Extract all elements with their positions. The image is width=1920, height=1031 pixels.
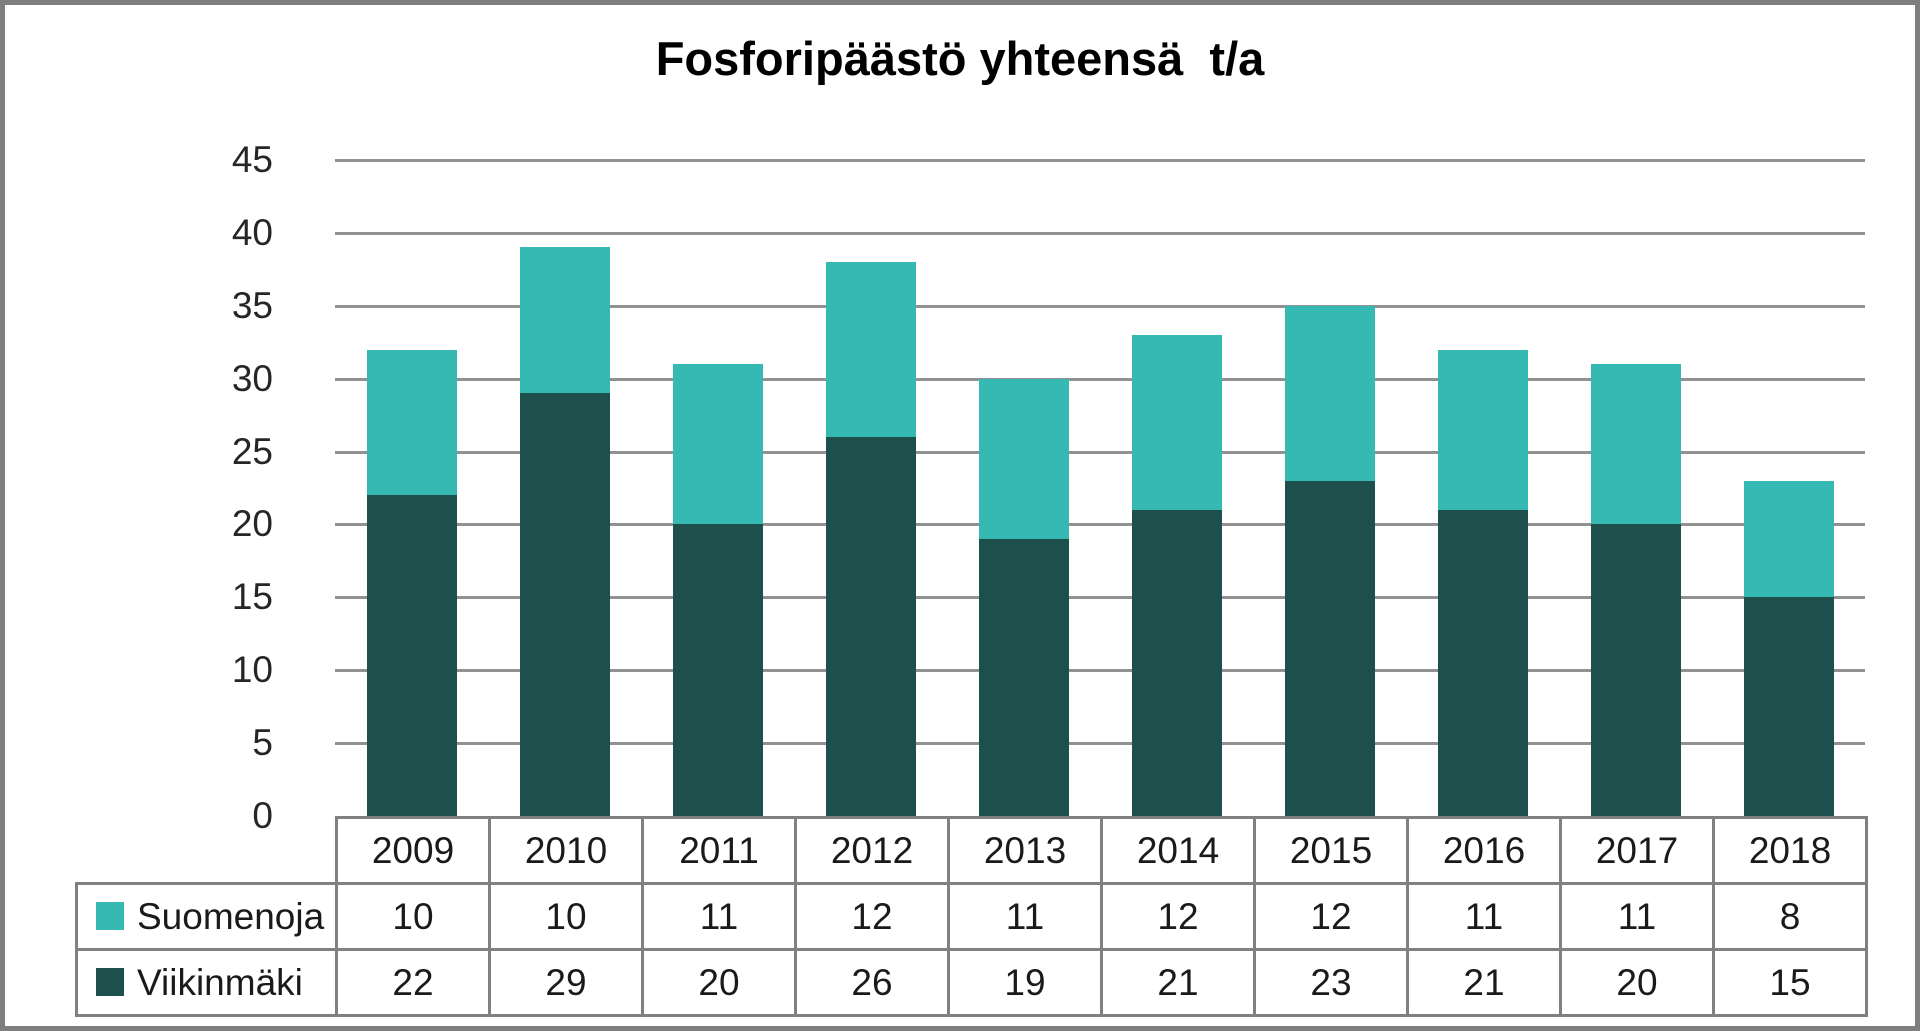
gridline-y-15 <box>335 596 1865 600</box>
legend-color-swatch-icon <box>96 901 124 930</box>
bar-segment-suomenoja-2013 <box>978 378 1069 539</box>
table-corner-empty <box>77 818 337 884</box>
y-axis-label-20: 20 <box>231 503 273 545</box>
y-axis: 0 5 10 15 20 25 30 35 40 45 <box>5 139 307 836</box>
value-cell-viikinmäki-2012: 26 <box>794 948 950 1017</box>
y-axis-label-35: 35 <box>231 284 273 326</box>
y-axis-label-15: 15 <box>231 576 273 618</box>
bar-segment-viikinmäki-2016 <box>1437 509 1528 816</box>
gridline-y-5 <box>335 742 1865 746</box>
value-cell-suomenoja-2012: 12 <box>794 882 950 951</box>
y-axis-label-0: 0 <box>252 795 273 836</box>
data-table: 2009 2010 2011 2012 2013 2014 2015 2016 2017 2018… <box>75 816 1868 1017</box>
value-cell-suomenoja-2013: 11 <box>947 882 1103 951</box>
value-cell-suomenoja-2018: 8 <box>1712 882 1868 951</box>
value-cell-viikinmäki-2016: 21 <box>1406 948 1562 1017</box>
chart-title: Fosforipäästö yhteensä t/a <box>655 32 1265 85</box>
gridline-y-10 <box>335 669 1865 673</box>
y-axis-label-45: 45 <box>231 139 273 180</box>
year-header-cell-2018: 2018 <box>1712 816 1868 885</box>
gridline-y-40 <box>335 231 1865 235</box>
value-cell-viikinmäki-2010: 29 <box>488 948 644 1017</box>
year-header-cell-2016: 2016 <box>1406 816 1562 885</box>
plot-area <box>335 159 1865 816</box>
year-header-cell-2010: 2010 <box>488 816 644 885</box>
year-header-cell-2009: 2009 <box>335 816 491 885</box>
value-cell-suomenoja-2009: 10 <box>335 882 491 951</box>
gridline-y-45 <box>335 159 1865 162</box>
bar-segment-suomenoja-2018 <box>1743 480 1834 598</box>
year-header-cell-2017: 2017 <box>1559 816 1715 885</box>
bar-segment-viikinmäki-2010 <box>519 393 610 816</box>
bar-segment-viikinmäki-2012 <box>825 436 916 816</box>
bar-segment-suomenoja-2017 <box>1590 364 1681 525</box>
bar-segment-viikinmäki-2014 <box>1131 509 1222 816</box>
bar-segment-viikinmäki-2009 <box>366 495 457 816</box>
value-cell-suomenoja-2014: 12 <box>1100 882 1256 951</box>
bar-segment-suomenoja-2012 <box>825 262 916 437</box>
value-cell-viikinmäki-2009: 22 <box>335 948 491 1017</box>
legend-cell-viikinmäki: Viikinmäki <box>75 948 338 1017</box>
y-axis-label-25: 25 <box>231 430 273 472</box>
year-header-cell-2014: 2014 <box>1100 816 1256 885</box>
table-header-row: 2009 2010 2011 2012 2013 2014 2015 2016 2017 2018 <box>77 816 1868 885</box>
value-cell-suomenoja-2017: 11 <box>1559 882 1715 951</box>
value-cell-viikinmäki-2011: 20 <box>641 948 797 1017</box>
gridline-y-35 <box>335 304 1865 308</box>
value-cell-suomenoja-2015: 12 <box>1253 882 1409 951</box>
value-cell-suomenoja-2010: 10 <box>488 882 644 951</box>
table-row-suomenoja: Suomenoja 10 10 11 12 11 12 12 11 11 8 <box>75 882 1868 951</box>
legend-color-swatch-icon <box>96 967 124 996</box>
bar-segment-suomenoja-2016 <box>1437 349 1528 510</box>
bar-segment-suomenoja-2011 <box>672 364 763 525</box>
year-header-cell-2012: 2012 <box>794 816 950 885</box>
bar-segment-suomenoja-2010 <box>519 247 610 394</box>
series-name-label: Suomenoja <box>137 895 325 937</box>
table-row-viikinmäki: Viikinmäki 22 29 20 26 19 21 23 21 20 15 <box>75 948 1868 1017</box>
value-cell-viikinmäki-2013: 19 <box>947 948 1103 1017</box>
bar-segment-suomenoja-2014 <box>1131 334 1222 510</box>
data-table-body: 2009 2010 2011 2012 2013 2014 2015 2016 2017 2018… <box>75 816 1868 1017</box>
gridline-y-25 <box>335 450 1865 454</box>
bar-segment-viikinmäki-2017 <box>1590 524 1681 816</box>
year-header-cell-2015: 2015 <box>1253 816 1409 885</box>
y-axis-label-10: 10 <box>231 649 273 691</box>
value-cell-viikinmäki-2017: 20 <box>1559 948 1715 1017</box>
year-header-cell-2011: 2011 <box>641 816 797 885</box>
value-cell-viikinmäki-2015: 23 <box>1253 948 1409 1017</box>
y-axis-label-30: 30 <box>231 357 273 399</box>
bar-segment-viikinmäki-2015 <box>1284 480 1375 816</box>
gridline-y-20 <box>335 523 1865 527</box>
legend-cell-suomenoja: Suomenoja <box>75 882 338 951</box>
y-axis-label-5: 5 <box>252 722 273 764</box>
value-cell-suomenoja-2016: 11 <box>1406 882 1562 951</box>
year-header-cell-2013: 2013 <box>947 816 1103 885</box>
series-name-label: Viikinmäki <box>137 961 303 1003</box>
bar-segment-suomenoja-2009 <box>366 349 457 496</box>
bar-segment-viikinmäki-2013 <box>978 539 1069 816</box>
value-cell-viikinmäki-2014: 21 <box>1100 948 1256 1017</box>
bar-segment-viikinmäki-2018 <box>1743 597 1834 816</box>
y-axis-label-40: 40 <box>231 211 273 253</box>
value-cell-viikinmäki-2018: 15 <box>1712 948 1868 1017</box>
gridline-y-30 <box>335 377 1865 381</box>
bar-segment-viikinmäki-2011 <box>672 524 763 816</box>
bar-segment-suomenoja-2015 <box>1284 305 1375 481</box>
value-cell-suomenoja-2011: 11 <box>641 882 797 951</box>
